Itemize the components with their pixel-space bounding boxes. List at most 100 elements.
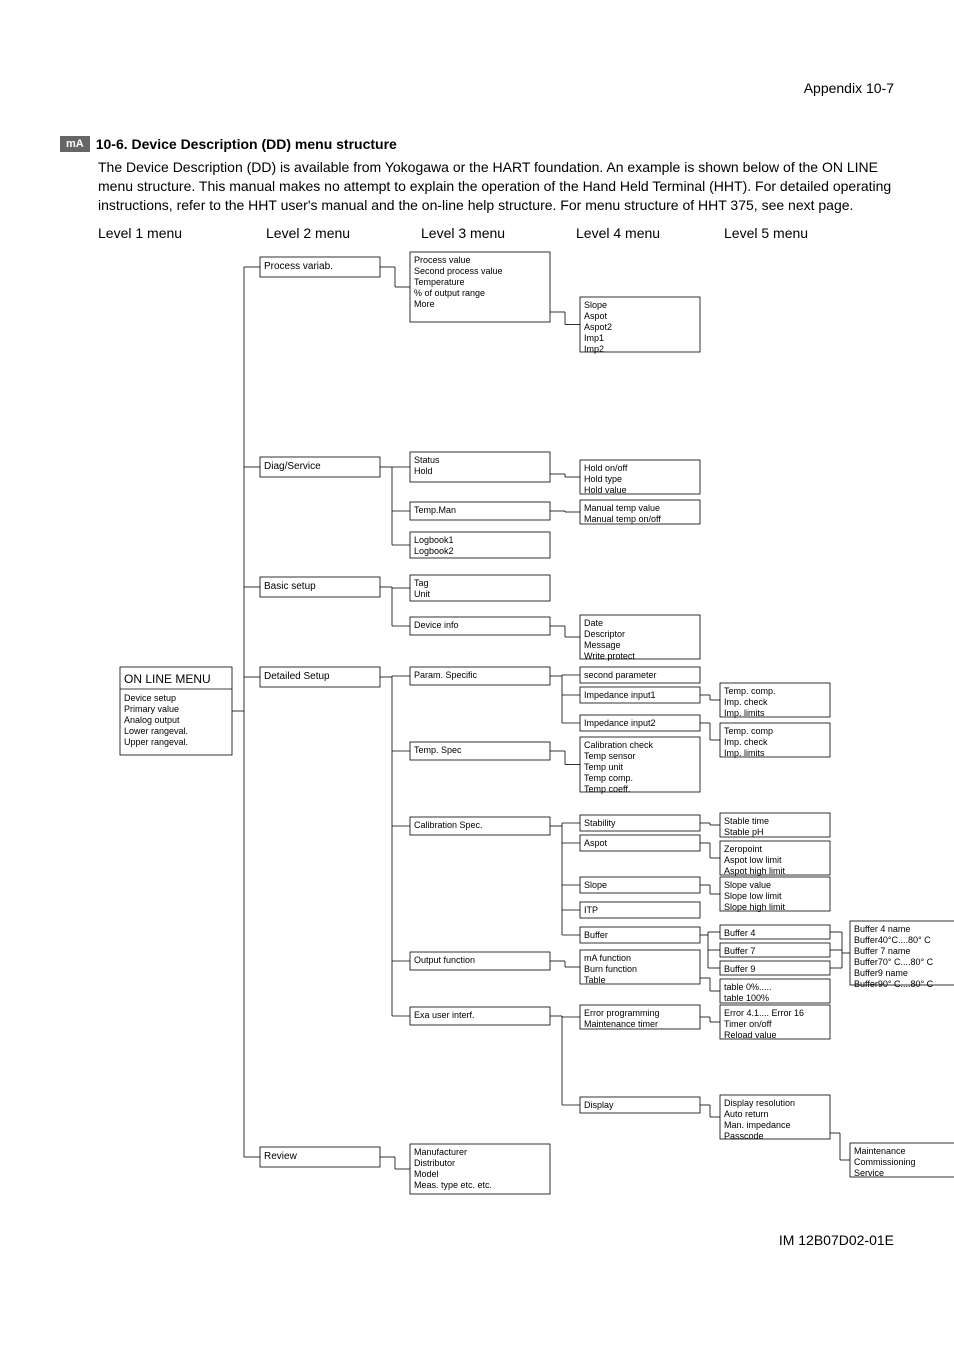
svg-text:Meas. type etc. etc.: Meas. type etc. etc. xyxy=(414,1180,492,1190)
svg-text:Message: Message xyxy=(584,640,621,650)
svg-text:Aspot low limit: Aspot low limit xyxy=(724,855,782,865)
svg-text:Hold value: Hold value xyxy=(584,485,627,495)
level-header-2: Level 2 menu xyxy=(266,225,421,241)
svg-text:Display resolution: Display resolution xyxy=(724,1098,795,1108)
svg-text:Passcode: Passcode xyxy=(724,1131,764,1141)
svg-text:Upper rangeval.: Upper rangeval. xyxy=(124,737,188,747)
svg-text:Analog output: Analog output xyxy=(124,715,180,725)
svg-text:Model: Model xyxy=(414,1169,439,1179)
svg-text:second parameter: second parameter xyxy=(584,670,657,680)
svg-text:Temp. comp: Temp. comp xyxy=(724,726,773,736)
svg-text:Process value: Process value xyxy=(414,255,471,265)
svg-text:Hold: Hold xyxy=(414,466,433,476)
svg-text:Imp2: Imp2 xyxy=(584,344,604,354)
svg-text:Maintenance timer: Maintenance timer xyxy=(584,1019,658,1029)
svg-text:ITP: ITP xyxy=(584,905,598,915)
svg-text:Aspot: Aspot xyxy=(584,838,608,848)
svg-text:Temp sensor: Temp sensor xyxy=(584,751,636,761)
svg-text:Error 4.1.... Error 16: Error 4.1.... Error 16 xyxy=(724,1008,804,1018)
svg-text:Lower rangeval.: Lower rangeval. xyxy=(124,726,188,736)
svg-text:Service: Service xyxy=(854,1168,884,1178)
svg-text:Param. Specific: Param. Specific xyxy=(414,670,478,680)
svg-text:Review: Review xyxy=(264,1151,298,1162)
intro-paragraph: The Device Description (DD) is available… xyxy=(98,158,894,215)
svg-text:Process variab.: Process variab. xyxy=(264,261,333,272)
svg-text:Basic setup: Basic setup xyxy=(264,581,316,592)
svg-text:Slope value: Slope value xyxy=(724,880,771,890)
svg-text:Tag: Tag xyxy=(414,578,429,588)
svg-text:Timer on/off: Timer on/off xyxy=(724,1019,772,1029)
diagram-container: ON LINE MENUDevice setupPrimary valueAna… xyxy=(80,247,894,1212)
svg-text:Table: Table xyxy=(584,975,606,985)
svg-text:Impedance input1: Impedance input1 xyxy=(584,690,656,700)
section-title: 10-6. Device Description (DD) menu struc… xyxy=(96,136,397,152)
page-header: Appendix 10-7 xyxy=(60,80,894,96)
svg-text:Slope: Slope xyxy=(584,880,607,890)
svg-text:Reload value: Reload value xyxy=(724,1030,777,1040)
svg-text:Temp. comp.: Temp. comp. xyxy=(724,686,776,696)
level-headers: Level 1 menu Level 2 menu Level 3 menu L… xyxy=(98,225,894,241)
svg-text:Buffer 4: Buffer 4 xyxy=(724,928,755,938)
svg-text:Device info: Device info xyxy=(414,620,459,630)
level-header-4: Level 4 menu xyxy=(576,225,724,241)
svg-text:Aspot: Aspot xyxy=(584,311,608,321)
svg-text:mA function: mA function xyxy=(584,953,631,963)
svg-text:Impedance input2: Impedance input2 xyxy=(584,718,656,728)
svg-text:Detailed Setup: Detailed Setup xyxy=(264,671,330,682)
svg-text:Slope low limit: Slope low limit xyxy=(724,891,782,901)
svg-text:Hold on/off: Hold on/off xyxy=(584,463,628,473)
svg-text:Commissioning: Commissioning xyxy=(854,1157,916,1167)
svg-text:Calibration Spec.: Calibration Spec. xyxy=(414,820,483,830)
svg-text:Temperature: Temperature xyxy=(414,277,465,287)
svg-text:Man. impedance: Man. impedance xyxy=(724,1120,791,1130)
svg-text:Stability: Stability xyxy=(584,818,616,828)
svg-text:Output function: Output function xyxy=(414,955,475,965)
svg-text:Hold type: Hold type xyxy=(584,474,622,484)
svg-text:Buffer 9: Buffer 9 xyxy=(724,964,755,974)
ma-badge: mA xyxy=(60,136,90,152)
svg-text:table 0%.....: table 0%..... xyxy=(724,982,772,992)
footer-code: IM 12B07D02-01E xyxy=(60,1232,894,1248)
svg-text:Buffer9 name: Buffer9 name xyxy=(854,968,908,978)
svg-text:% of output range: % of output range xyxy=(414,288,485,298)
svg-text:Write protect: Write protect xyxy=(584,651,635,661)
menu-tree-diagram: ON LINE MENUDevice setupPrimary valueAna… xyxy=(80,247,954,1207)
svg-text:Buffer: Buffer xyxy=(584,930,608,940)
svg-text:Primary value: Primary value xyxy=(124,704,179,714)
svg-text:Imp. limits: Imp. limits xyxy=(724,748,765,758)
svg-text:Slope: Slope xyxy=(584,300,607,310)
svg-text:Second process value: Second process value xyxy=(414,266,503,276)
level-header-1: Level 1 menu xyxy=(98,225,266,241)
svg-text:Burn function: Burn function xyxy=(584,964,637,974)
svg-text:Buffer 7: Buffer 7 xyxy=(724,946,755,956)
svg-text:Manufacturer: Manufacturer xyxy=(414,1147,467,1157)
svg-text:Maintenance: Maintenance xyxy=(854,1146,906,1156)
svg-text:Date: Date xyxy=(584,618,603,628)
svg-text:Zeropoint: Zeropoint xyxy=(724,844,763,854)
svg-text:Logbook2: Logbook2 xyxy=(414,546,454,556)
svg-text:Temp unit: Temp unit xyxy=(584,762,624,772)
svg-text:Calibration check: Calibration check xyxy=(584,740,654,750)
level-header-5: Level 5 menu xyxy=(724,225,854,241)
section-header: mA 10-6. Device Description (DD) menu st… xyxy=(60,136,894,152)
svg-text:Imp. limits: Imp. limits xyxy=(724,708,765,718)
svg-text:Aspot2: Aspot2 xyxy=(584,322,612,332)
svg-text:Temp coeff.: Temp coeff. xyxy=(584,784,630,794)
svg-text:Status: Status xyxy=(414,455,440,465)
svg-text:Diag/Service: Diag/Service xyxy=(264,461,321,472)
svg-text:ON LINE MENU: ON LINE MENU xyxy=(124,672,211,686)
svg-text:Temp. Spec: Temp. Spec xyxy=(414,745,462,755)
svg-text:Buffer90° C....80° C: Buffer90° C....80° C xyxy=(854,979,934,989)
svg-text:Buffer 4 name: Buffer 4 name xyxy=(854,924,910,934)
svg-text:Descriptor: Descriptor xyxy=(584,629,625,639)
svg-text:Error programming: Error programming xyxy=(584,1008,660,1018)
svg-text:Temp.Man: Temp.Man xyxy=(414,505,456,515)
svg-text:Display: Display xyxy=(584,1100,614,1110)
svg-text:Buffer40°C....80° C: Buffer40°C....80° C xyxy=(854,935,931,945)
svg-text:Logbook1: Logbook1 xyxy=(414,535,454,545)
svg-text:Stable time: Stable time xyxy=(724,816,769,826)
svg-text:Manual temp on/off: Manual temp on/off xyxy=(584,514,661,524)
svg-text:Temp comp.: Temp comp. xyxy=(584,773,633,783)
svg-text:Stable pH: Stable pH xyxy=(724,827,764,837)
svg-text:Auto return: Auto return xyxy=(724,1109,769,1119)
